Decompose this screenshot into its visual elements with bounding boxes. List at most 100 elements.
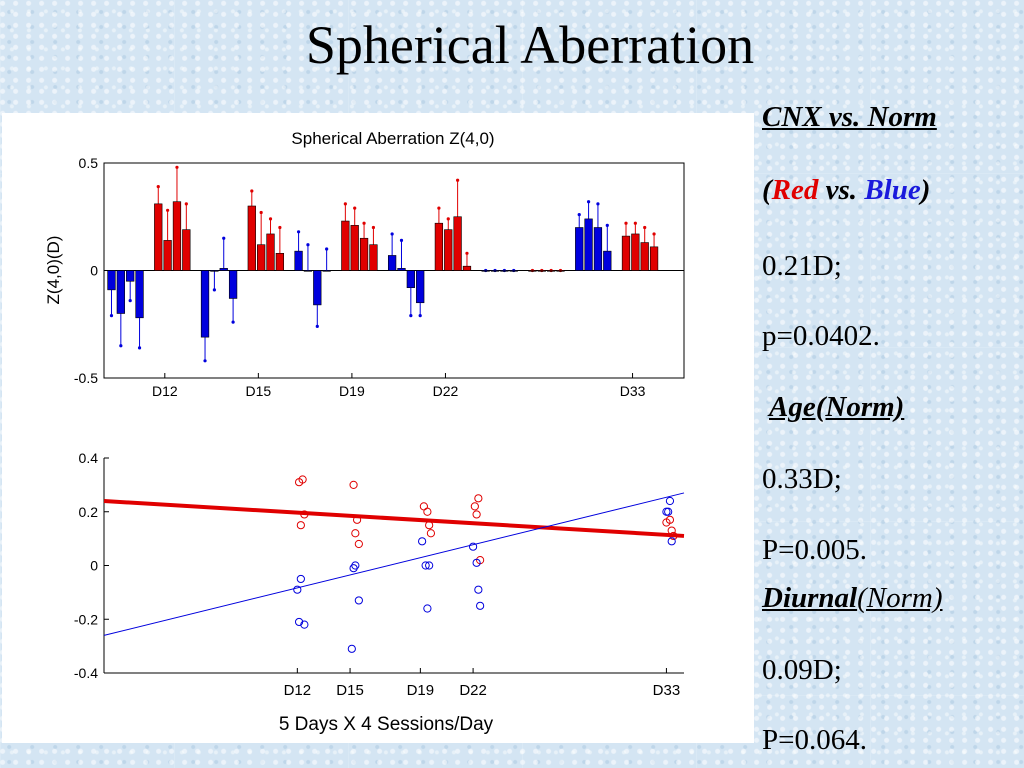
error-cap — [137, 346, 142, 350]
blue-point — [347, 644, 356, 653]
scatter-xlabel: 5 Days X 4 Sessions/Day — [279, 714, 494, 735]
bar — [107, 270, 116, 291]
red-point — [472, 510, 481, 519]
bar — [556, 270, 565, 272]
error-cap — [231, 320, 235, 324]
red-point — [349, 480, 358, 489]
bar — [528, 270, 537, 272]
bar — [247, 205, 256, 271]
error-cap — [409, 314, 413, 318]
color-legend-text: (Red vs. Blue) — [762, 176, 930, 205]
error-cap — [605, 223, 609, 227]
bar-x-tick-label: D33 — [620, 383, 646, 399]
slide-title: Spherical Aberration — [305, 15, 755, 75]
red-point — [669, 531, 678, 541]
red-point — [423, 507, 432, 516]
diurnal-p-value: P=0.064. — [762, 724, 867, 756]
bar — [257, 244, 266, 271]
red-point — [298, 475, 307, 484]
red-point — [665, 515, 675, 524]
bar — [490, 270, 500, 272]
red-point — [354, 539, 363, 549]
scatter-x-tick-label: D22 — [459, 682, 487, 699]
error-cap — [624, 221, 628, 225]
bar — [416, 270, 425, 304]
error-cap — [296, 230, 301, 234]
scatter-x-tick-label: D33 — [653, 682, 681, 699]
cnx-p-value: p=0.0402. — [762, 320, 880, 352]
bar — [275, 253, 285, 271]
red-point — [352, 515, 362, 524]
bar — [116, 270, 125, 314]
bar — [135, 270, 144, 319]
error-cap — [184, 202, 188, 206]
bar — [434, 222, 444, 271]
bar-chart-title: Spherical Aberration Z(4,0) — [291, 129, 494, 148]
bar — [575, 227, 584, 271]
blue-point — [472, 558, 481, 567]
bar — [294, 250, 303, 271]
bar — [200, 270, 210, 338]
bar — [172, 201, 182, 271]
error-cap — [278, 225, 282, 230]
bar — [537, 270, 546, 272]
bar — [509, 270, 518, 272]
blue-point — [665, 496, 675, 506]
error-cap — [577, 213, 581, 217]
error-cap — [652, 232, 656, 236]
error-cap — [371, 225, 376, 230]
blue-point — [476, 601, 485, 610]
bar — [462, 265, 472, 271]
red-fit-line — [103, 499, 685, 538]
error-cap — [586, 200, 591, 204]
error-cap — [128, 299, 132, 303]
bar-y-ticks: 0.5 0 -0.5 — [74, 155, 109, 386]
bar — [313, 270, 322, 306]
bar — [584, 218, 593, 271]
bar — [210, 270, 219, 272]
scatter-x-ticks: D12 D15 D19 D22 D33 — [284, 668, 681, 699]
red-point — [351, 529, 360, 538]
cnx-value: 0.21D; — [762, 250, 842, 282]
error-cap — [456, 178, 460, 182]
error-cap — [643, 225, 647, 230]
error-cap — [353, 206, 357, 210]
scatter-chart: 0.4 0.2 0 -0.2 -0.4 D12 D15 D19 D22 D33 5 Days X… — [74, 450, 685, 735]
bar — [621, 235, 631, 271]
scatter-points — [293, 475, 678, 653]
error-cap — [268, 217, 273, 221]
error-cap — [325, 247, 329, 251]
blue-point — [667, 537, 676, 546]
error-cap — [166, 208, 170, 212]
scatter-x-tick-label: D19 — [407, 682, 435, 699]
error-cap — [633, 221, 637, 225]
bar — [154, 203, 163, 271]
blue-point — [293, 585, 302, 594]
error-cap — [596, 202, 600, 206]
red-point — [300, 510, 309, 519]
age-value: 0.33D; — [762, 463, 842, 495]
bar — [547, 270, 556, 272]
bar — [649, 246, 659, 271]
blue-point — [421, 561, 430, 570]
blue-point — [664, 507, 673, 516]
scatter-y-tick-label: 0 — [90, 558, 98, 574]
bar — [500, 270, 509, 272]
error-cap — [222, 236, 226, 240]
scatter-x-tick-label: D15 — [336, 682, 364, 699]
bar — [350, 225, 359, 271]
age-heading: Age(Norm) — [769, 391, 905, 423]
bar — [593, 227, 603, 271]
error-cap — [465, 251, 469, 255]
bar — [397, 268, 406, 271]
paren-close: ) — [920, 174, 931, 206]
error-cap — [175, 165, 179, 169]
bar — [387, 255, 397, 271]
error-cap — [250, 189, 254, 193]
bar — [640, 242, 649, 271]
error-cap — [362, 221, 366, 225]
bar — [359, 237, 369, 271]
diurnal-heading: Diurnal(Norm) — [762, 584, 943, 613]
error-cap — [156, 185, 160, 189]
bar-y-tick-label: 0.5 — [79, 155, 99, 171]
